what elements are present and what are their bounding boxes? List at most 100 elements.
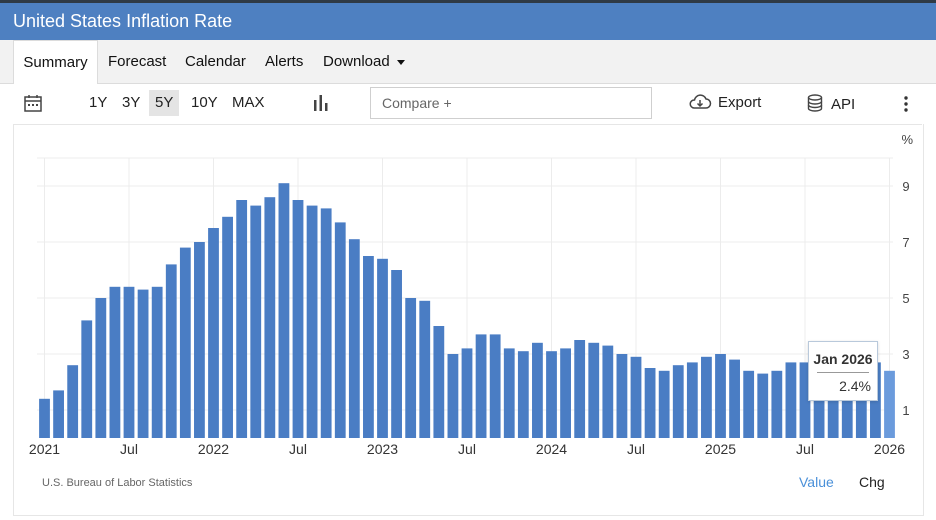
x-tick-label: 2022 [198, 441, 229, 457]
tab-alerts[interactable]: Alerts [265, 53, 304, 70]
tab-summary[interactable]: Summary [13, 40, 98, 85]
tab-calendar[interactable]: Calendar [185, 53, 246, 70]
x-tick-label: 2025 [705, 441, 736, 457]
value-toggle[interactable]: Value [799, 474, 834, 490]
calendar-icon[interactable] [23, 93, 43, 117]
export-button[interactable]: Export [688, 94, 761, 111]
chart-panel [13, 124, 924, 516]
x-tick-label: Jul [796, 441, 814, 457]
y-tick-label: 5 [902, 291, 909, 306]
bar-sep-2021[interactable] [151, 286, 163, 438]
bar-mar-2024[interactable] [574, 340, 586, 438]
bar-may-2024[interactable] [602, 345, 614, 438]
chart-toolbar: 1Y 3Y 5Y 10Y MAX Export API [13, 84, 922, 125]
bar-apr-2023[interactable] [419, 300, 431, 438]
range-1y[interactable]: 1Y [89, 94, 108, 111]
bar-feb-2023[interactable] [391, 270, 402, 438]
tooltip-divider [817, 372, 869, 373]
bar-aug-2021[interactable] [137, 289, 149, 438]
tooltip-value: 2.4% [839, 378, 871, 394]
bar-oct-2021[interactable] [165, 264, 177, 438]
bar-mar-2023[interactable] [405, 298, 417, 438]
bar-jun-2023[interactable] [447, 354, 459, 438]
bar-may-2023[interactable] [433, 326, 445, 438]
inflation-bar-chart: 1 3 5 7 9 2021 Jul 2022 Jul 2023 Jul 2024 Jul 2025 Ju… [29, 132, 914, 457]
bar-sep-2024[interactable] [658, 370, 670, 438]
bar-chart-icon[interactable] [313, 94, 329, 116]
y-tick-label: 3 [902, 347, 909, 362]
x-tick-label: 2024 [536, 441, 567, 457]
bar-feb-2025[interactable] [729, 359, 740, 438]
bar-nov-2021[interactable] [179, 247, 191, 438]
bar-jul-2025[interactable] [799, 362, 811, 438]
bar-mar-2022[interactable] [236, 200, 248, 438]
y-tick-label: 1 [902, 403, 909, 418]
chart-bars [39, 183, 895, 438]
bar-jul-2022[interactable] [292, 200, 304, 438]
tab-forecast[interactable]: Forecast [108, 53, 167, 70]
chg-toggle[interactable]: Chg [859, 474, 885, 490]
bar-jun-2024[interactable] [616, 354, 628, 438]
y-tick-label: 9 [902, 179, 909, 194]
x-axis-ticks: 2021 Jul 2022 Jul 2023 Jul 2024 Jul 2025 Jul 2026 [29, 441, 905, 457]
bar-apr-2025[interactable] [757, 373, 769, 438]
bar-jan-2023[interactable] [377, 258, 388, 438]
bar-jul-2024[interactable] [630, 356, 642, 438]
bar-apr-2022[interactable] [250, 205, 262, 438]
api-button[interactable]: API [807, 94, 855, 113]
bar-feb-2021[interactable] [53, 390, 64, 438]
bar-sep-2023[interactable] [489, 334, 501, 438]
bar-dec-2023[interactable] [532, 342, 543, 438]
bar-nov-2023[interactable] [517, 351, 529, 438]
database-icon [807, 94, 823, 112]
bar-dec-2022[interactable] [363, 256, 374, 438]
x-tick-label: 2023 [367, 441, 398, 457]
range-5y[interactable]: 5Y [149, 90, 180, 116]
bar-jan-2022[interactable] [208, 228, 219, 438]
tab-download[interactable]: Download [323, 40, 405, 83]
bar-oct-2024[interactable] [672, 365, 684, 438]
bar-jan-2025[interactable] [715, 354, 726, 438]
bar-jan-2024[interactable] [546, 351, 557, 438]
bar-aug-2023[interactable] [475, 334, 487, 438]
bar-oct-2022[interactable] [334, 222, 346, 438]
bar-jul-2021[interactable] [123, 286, 135, 438]
bar-mar-2025[interactable] [743, 370, 755, 438]
bar-aug-2024[interactable] [644, 368, 656, 438]
range-10y[interactable]: 10Y [191, 94, 218, 111]
bar-jun-2022[interactable] [278, 183, 290, 438]
bar-may-2021[interactable] [95, 298, 107, 438]
bar-jan-2026[interactable] [884, 370, 895, 438]
bar-feb-2024[interactable] [560, 348, 571, 438]
bar-dec-2021[interactable] [194, 242, 205, 438]
bar-may-2025[interactable] [771, 370, 783, 438]
y-axis-unit: % [901, 132, 913, 147]
x-tick-label: Jul [458, 441, 476, 457]
y-axis-ticks: 1 3 5 7 9 [902, 179, 909, 418]
chart-tooltip: Jan 2026 2.4% [808, 341, 878, 401]
bar-dec-2024[interactable] [701, 356, 712, 438]
bar-mar-2021[interactable] [67, 365, 79, 438]
range-3y[interactable]: 3Y [122, 94, 141, 111]
range-max[interactable]: MAX [232, 94, 265, 111]
bar-jun-2025[interactable] [785, 362, 797, 438]
bar-aug-2022[interactable] [306, 205, 318, 438]
export-label: Export [718, 94, 762, 111]
compare-input[interactable] [380, 88, 644, 118]
bar-nov-2024[interactable] [686, 362, 698, 438]
title-bar: United States Inflation Rate [0, 3, 936, 40]
bar-sep-2022[interactable] [320, 208, 332, 438]
bar-oct-2023[interactable] [503, 348, 515, 438]
bar-apr-2024[interactable] [588, 342, 600, 438]
compare-field[interactable] [370, 87, 652, 119]
x-tick-label: Jul [120, 441, 138, 457]
bar-jul-2023[interactable] [461, 348, 473, 438]
bar-jan-2021[interactable] [39, 398, 50, 438]
cloud-download-icon [689, 94, 712, 109]
more-vertical-icon[interactable] [903, 95, 909, 117]
bar-apr-2021[interactable] [81, 320, 93, 438]
bar-nov-2022[interactable] [348, 239, 360, 438]
bar-feb-2022[interactable] [222, 216, 233, 438]
bar-may-2022[interactable] [264, 197, 276, 438]
bar-jun-2021[interactable] [109, 286, 121, 438]
